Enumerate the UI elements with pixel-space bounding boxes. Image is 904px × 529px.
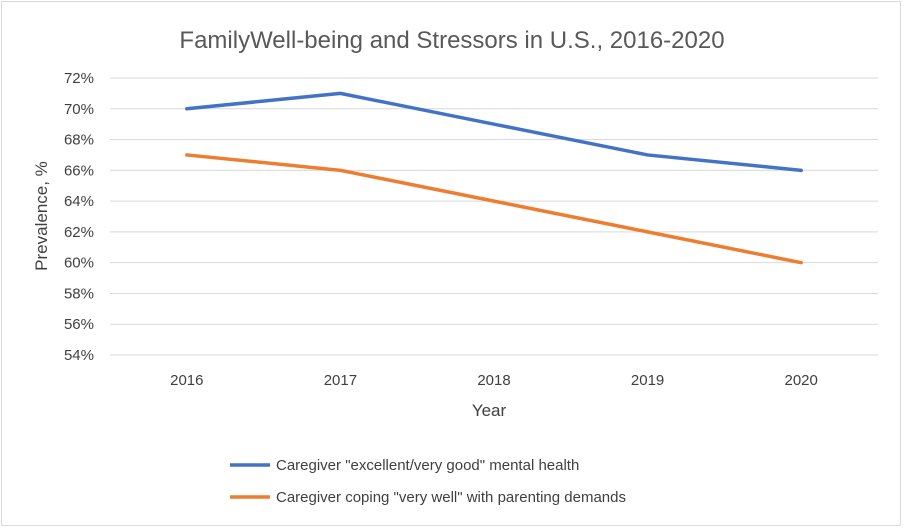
y-tick-label: 72% (64, 70, 94, 87)
series-line-coping (185, 153, 803, 265)
chart-title: FamilyWell-being and Stressors in U.S., … (179, 27, 724, 54)
y-tick-label: 68% (64, 132, 94, 149)
gridlines (110, 77, 878, 356)
legend-label-coping: Caregiver coping "very well" with parent… (276, 489, 626, 506)
x-tick-label: 2020 (785, 372, 818, 389)
x-tick-label: 2019 (631, 372, 664, 389)
y-tick-label: 60% (64, 255, 94, 272)
y-tick-label: 54% (64, 347, 94, 364)
y-axis-ticks: 54% 56% 58% 60% 62% 64% 66% 68% 70% 72% (64, 70, 94, 364)
legend-label-mental-health: Caregiver "excellent/very good" mental h… (276, 457, 579, 474)
series-line-mental-health (185, 91, 803, 173)
y-tick-label: 56% (64, 316, 94, 333)
x-tick-label: 2018 (477, 372, 510, 389)
y-tick-label: 64% (64, 193, 94, 210)
y-tick-label: 66% (64, 162, 94, 179)
x-axis-ticks: 2016 2017 2018 2019 2020 (170, 372, 818, 389)
x-tick-label: 2016 (170, 372, 203, 389)
x-tick-label: 2017 (324, 372, 357, 389)
y-axis-title: Prevalence, % (32, 161, 51, 271)
y-tick-label: 58% (64, 285, 94, 302)
y-tick-label: 70% (64, 101, 94, 118)
x-axis-title: Year (472, 401, 507, 420)
series-lines (185, 91, 803, 265)
legend: Caregiver "excellent/very good" mental h… (230, 457, 626, 506)
y-tick-label: 62% (64, 224, 94, 241)
